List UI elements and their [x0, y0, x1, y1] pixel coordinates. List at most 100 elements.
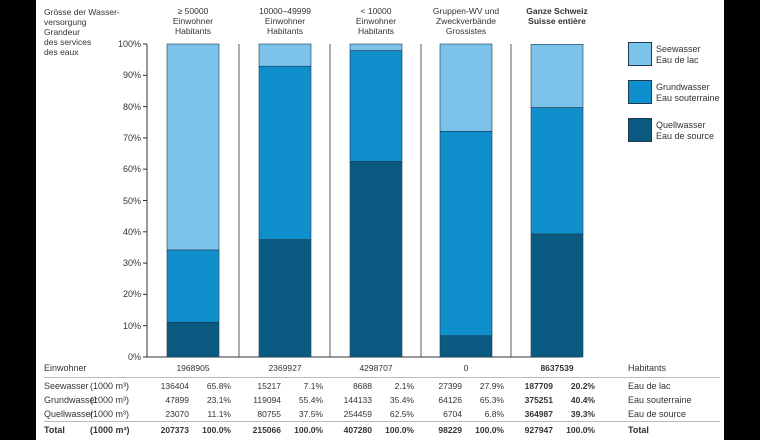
row-percent: 35.4% — [389, 395, 414, 405]
row-percent: 27.9% — [479, 381, 504, 391]
row-label-de: Grundwasser — [44, 395, 98, 405]
row-value: 23070 — [165, 409, 189, 419]
inhabitants-value: 2369927 — [268, 363, 302, 373]
inhabitants-label-fr: Habitants — [628, 363, 667, 373]
row-value: 80755 — [257, 409, 281, 419]
y-tick-label: 0% — [127, 352, 141, 362]
y-tick-label: 80% — [122, 101, 141, 112]
category-header-line: ≥ 50000 — [177, 6, 209, 16]
row-unit: (1000 m³) — [90, 395, 130, 405]
bar-segment — [166, 43, 220, 251]
row-unit: (1000 m³) — [90, 409, 130, 419]
category-header-line: 10000–49999 — [258, 6, 311, 16]
row-percent: 7.1% — [303, 381, 323, 391]
y-tick-label: 20% — [122, 289, 141, 300]
row-label-fr: Eau de source — [628, 409, 687, 419]
row-value: 119094 — [253, 395, 281, 405]
category-header-line: Zweckverbände — [435, 16, 496, 26]
row-percent: 2.1% — [394, 381, 414, 391]
row-percent: 65.8% — [206, 381, 231, 391]
row-value: 144133 — [343, 395, 372, 405]
inhabitants-value: 1968905 — [176, 363, 210, 373]
legend-label: Eau de source — [656, 131, 715, 141]
row-percent: 100.0% — [202, 425, 231, 435]
row-value: 64126 — [438, 395, 462, 405]
bar-segment — [439, 335, 493, 358]
legend-swatch — [628, 80, 652, 104]
row-value: 6704 — [443, 409, 462, 419]
row-percent: 40.4% — [570, 395, 595, 405]
title-line: des eaux — [44, 47, 79, 57]
category-header-line: Einwohner — [355, 16, 397, 26]
legend-label: Eau souterraine — [656, 93, 720, 103]
bar-segment — [166, 249, 220, 323]
inhabitants-value: 0 — [463, 363, 469, 373]
legend-label: Eau de lac — [656, 55, 699, 65]
title-line: Grösse der Wasser- — [44, 7, 120, 17]
row-percent: 62.5% — [389, 409, 414, 419]
row-percent: 65.3% — [479, 395, 504, 405]
row-value: 136404 — [160, 381, 189, 391]
category-header-line: Ganze Schweiz — [526, 6, 588, 16]
row-percent: 39.3% — [570, 409, 595, 419]
legend-label: Quellwasser — [656, 120, 706, 130]
legend-swatch — [628, 42, 652, 66]
bar-segment — [530, 107, 584, 235]
row-value: 407280 — [343, 425, 372, 435]
row-value: 8688 — [353, 381, 372, 391]
row-percent: 6.8% — [484, 409, 504, 419]
row-percent: 11.1% — [207, 409, 231, 419]
y-tick-label: 10% — [122, 320, 141, 331]
category-header-line: Habitants — [267, 26, 303, 36]
row-value: 47899 — [165, 395, 189, 405]
row-value: 187709 — [524, 381, 553, 391]
row-value: 15217 — [257, 381, 281, 391]
row-percent: 55.4% — [298, 395, 323, 405]
row-percent: 37.5% — [298, 409, 323, 419]
legend-label: Seewasser — [656, 44, 701, 54]
y-tick-label: 90% — [122, 70, 141, 81]
row-value: 98229 — [438, 425, 462, 435]
bar-segment — [530, 233, 584, 358]
left-black-strip — [0, 0, 36, 440]
row-percent: 100.0% — [475, 425, 504, 435]
bar-segment — [439, 43, 493, 132]
category-header-line: Grossistes — [445, 26, 487, 36]
bar-segment — [258, 65, 312, 240]
bar-segment — [439, 131, 493, 337]
bar-segment — [349, 50, 403, 162]
row-value: 364987 — [524, 409, 553, 419]
category-header-line: Habitants — [358, 26, 394, 36]
row-label-de: Quellwasser — [44, 409, 94, 419]
row-percent: 100.0% — [566, 425, 595, 435]
inhabitants-value: 8637539 — [540, 363, 574, 373]
table-separator — [44, 377, 720, 378]
row-percent: 23.1% — [206, 395, 231, 405]
bar-segment — [530, 44, 584, 108]
row-label-fr: Eau de lac — [628, 381, 671, 391]
table-separator — [44, 421, 720, 422]
bar-segment — [258, 43, 312, 67]
y-tick-label: 50% — [122, 195, 141, 206]
title-line: versorgung — [44, 17, 87, 27]
row-unit: (1000 m³) — [90, 381, 130, 391]
row-value: 27399 — [438, 381, 462, 391]
title-line: Grandeur — [44, 27, 80, 37]
bar-segment — [166, 321, 220, 358]
row-label-fr: Total — [628, 425, 649, 435]
y-tick-label: 60% — [122, 164, 141, 175]
row-value: 215066 — [252, 425, 281, 435]
row-value: 927947 — [524, 425, 553, 435]
y-tick-label: 30% — [122, 258, 141, 269]
title-line: des services — [44, 37, 92, 47]
row-percent: 20.2% — [570, 381, 595, 391]
row-label-de: Total — [44, 425, 65, 435]
right-black-strip — [724, 0, 760, 440]
category-header-line: Einwohner — [172, 16, 214, 26]
category-header-line: Gruppen-WV und — [432, 6, 500, 16]
row-percent: 100.0% — [385, 425, 414, 435]
category-header-line: Suisse entière — [528, 16, 586, 26]
y-tick-label: 70% — [122, 132, 141, 143]
